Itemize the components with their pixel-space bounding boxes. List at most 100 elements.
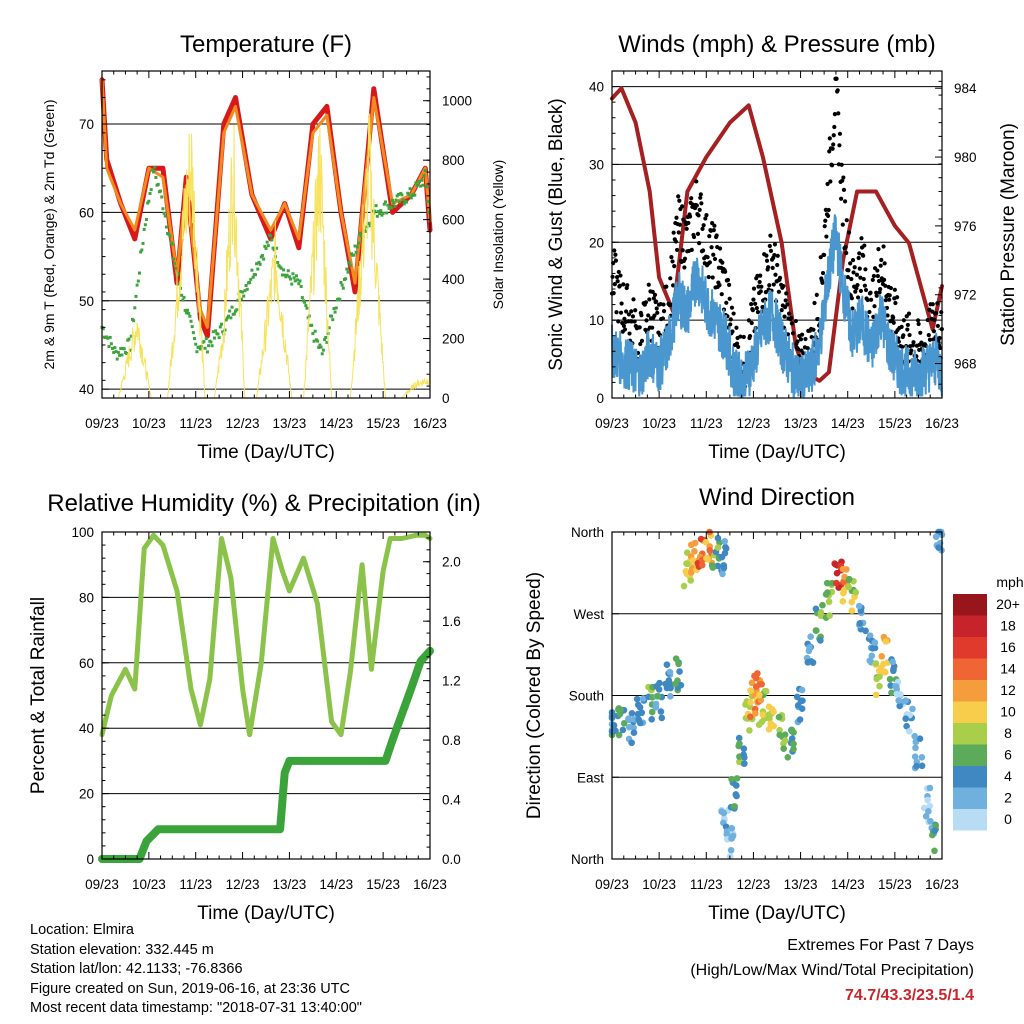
dewpoint-point [427, 211, 431, 215]
gust-point [714, 233, 719, 238]
gust-point [720, 260, 725, 265]
direction-point [862, 627, 869, 635]
x-axis-label: Time (Day/UTC) [197, 903, 335, 924]
dewpoint-point [303, 300, 307, 304]
dewpoint-point [137, 271, 141, 275]
chart-panel-3: Relative Humidity (%) & Precipitation (i… [28, 490, 481, 924]
gust-point [619, 301, 624, 306]
gust-point [764, 258, 770, 263]
dewpoint-point [154, 175, 158, 179]
gust-point [812, 300, 817, 306]
direction-point [798, 686, 806, 694]
dewpoint-point [253, 273, 257, 277]
gust-point [857, 251, 862, 256]
dewpoint-point [169, 241, 173, 245]
dewpoint-point [420, 178, 424, 182]
y-tick-label: 70 [79, 117, 94, 132]
colorbar-swatch [953, 701, 987, 723]
gust-point [694, 203, 699, 208]
dewpoint-point [316, 339, 320, 343]
latlon-text: Station lat/lon: 42.1133; -76.8366 [30, 961, 243, 977]
gust-point [655, 310, 660, 315]
gust-point [805, 346, 810, 351]
gust-point [612, 282, 617, 287]
gust-point [883, 283, 888, 288]
dewpoint-point [348, 263, 352, 267]
gust-point [768, 248, 774, 253]
location-text: Location: Elmira [30, 922, 134, 938]
dewpoint-point [221, 330, 225, 334]
gust-point [710, 275, 715, 280]
gust-point [728, 322, 733, 327]
direction-point [880, 660, 887, 668]
gust-point [624, 309, 629, 314]
direction-point [817, 608, 825, 616]
gust-point [661, 302, 666, 307]
dewpoint-point [161, 207, 165, 211]
gust-point [862, 243, 867, 248]
dewpoint-point [186, 308, 190, 312]
gust-point [670, 259, 675, 264]
gust-point [934, 310, 939, 316]
dewpoint-point [347, 260, 351, 264]
gust-point [751, 297, 756, 302]
gust-point [871, 314, 876, 319]
dewpoint-point [205, 350, 209, 354]
dewpoint-point [101, 327, 105, 331]
gust-point [937, 335, 942, 341]
direction-point [672, 655, 680, 662]
direction-point [630, 729, 638, 736]
gust-point [668, 276, 673, 281]
gust-point [754, 306, 759, 311]
x-tick-label: 13/23 [784, 877, 818, 892]
dewpoint-point [235, 308, 239, 312]
direction-point [839, 565, 847, 573]
dewpoint-point [107, 345, 111, 349]
insolation-series [102, 113, 431, 399]
dewpoint-point [421, 183, 425, 187]
rh-series [99, 532, 433, 738]
dewpoint-point [287, 275, 291, 279]
direction-point [922, 812, 930, 820]
x-tick-label: 10/23 [132, 416, 166, 431]
direction-point [775, 713, 783, 721]
gust-point [909, 348, 914, 353]
direction-point [902, 697, 909, 704]
direction-point [653, 683, 660, 690]
direction-point [636, 719, 644, 727]
dewpoint-point [285, 273, 289, 277]
direction-point [765, 703, 773, 711]
gust-point [907, 332, 912, 338]
direction-point [615, 731, 623, 739]
gust-point [676, 230, 681, 235]
direction-point [913, 762, 920, 770]
dewpoint-point [184, 311, 188, 315]
direction-point [720, 562, 728, 569]
gust-point [932, 317, 937, 322]
extremes-title: Extremes For Past 7 Days [787, 937, 974, 954]
y2-tick-label: 800 [442, 153, 465, 168]
direction-point [893, 690, 901, 698]
dewpoint-point [112, 350, 116, 354]
direction-point [807, 633, 814, 640]
dewpoint-point [225, 316, 229, 320]
y-tick-label: 60 [79, 205, 94, 220]
dewpoint-point [145, 218, 149, 222]
direction-point [839, 598, 847, 605]
gust-point [926, 333, 931, 338]
gust-point [796, 347, 801, 352]
gust-point [905, 327, 910, 332]
direction-point [911, 753, 919, 760]
colorbar-swatch [953, 680, 987, 702]
gust-point [772, 242, 778, 247]
dewpoint-point [405, 200, 409, 204]
gust-point [677, 222, 682, 227]
y-tick-label: 30 [589, 157, 604, 172]
gust-point [700, 226, 705, 231]
dewpoint-point [180, 293, 184, 297]
gust-point [938, 345, 943, 351]
direction-point [722, 545, 730, 552]
gust-point [868, 290, 873, 295]
gust-point [837, 131, 843, 136]
direction-point [824, 589, 831, 596]
